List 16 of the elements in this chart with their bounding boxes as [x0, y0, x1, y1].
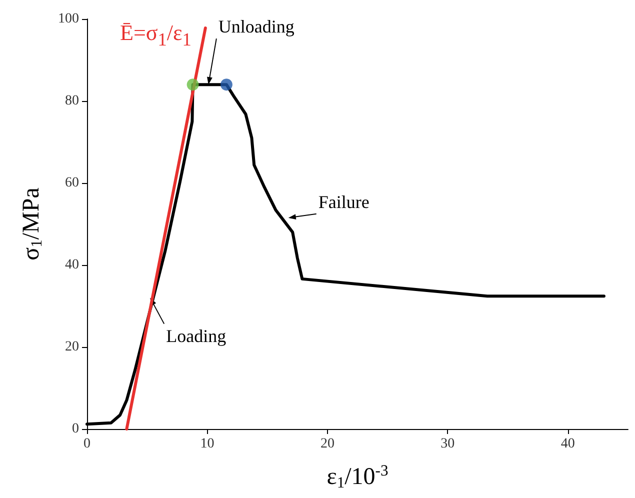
y-tick-label: 60 [65, 176, 79, 190]
x-tick-label: 10 [200, 436, 214, 452]
y-tick-label: 80 [65, 94, 79, 108]
x-tick-label: 40 [560, 436, 575, 452]
x-tick-label: 30 [440, 436, 455, 452]
y-tick-label: 20 [65, 340, 79, 354]
x-tick-label: 0 [84, 436, 90, 452]
x-tick-label: 20 [320, 436, 334, 452]
annotation: Loading [166, 326, 226, 346]
y-tick-label: 100 [58, 12, 79, 26]
y-axis-title: σ1/MPa [18, 187, 46, 260]
y-tick-label: 40 [65, 258, 79, 272]
annotation: Failure [318, 192, 370, 212]
annotation: Unloading [218, 16, 294, 37]
y-tick-label: 0 [72, 422, 79, 436]
series-label: Ē=σ$_{1}$/ε$_{1}$ [120, 20, 192, 50]
